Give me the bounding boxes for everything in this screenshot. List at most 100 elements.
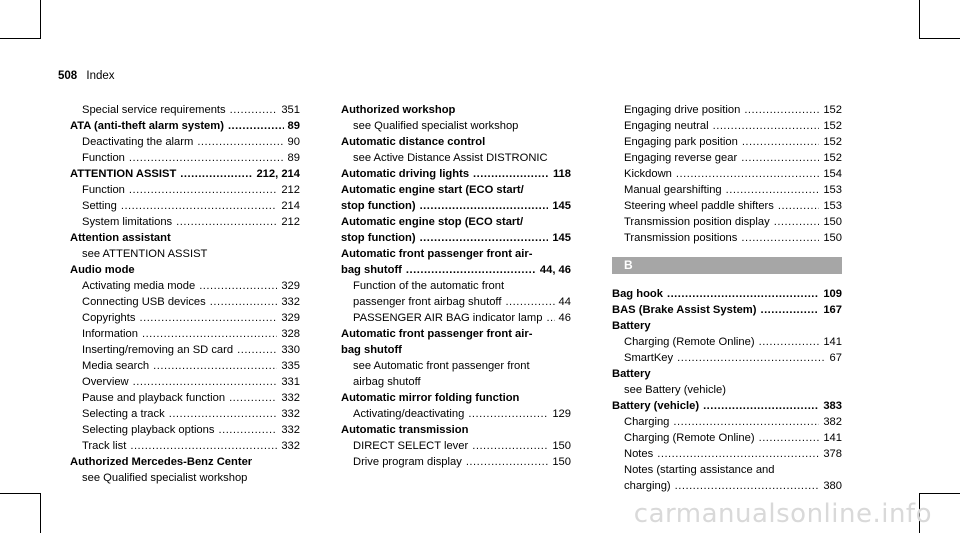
page-reference: 67 [829,352,842,364]
index-entry: Notes (starting assistance and [612,462,842,478]
entry-text: see Active Distance Assist DISTRONIC [353,152,548,164]
entry-text: passenger front airbag shutoff [353,296,502,308]
page-reference: 150 [552,456,571,468]
entry-text: Automatic transmission [341,424,469,436]
index-entry: Selecting playback options 332 [70,422,300,438]
index-entry: Battery (vehicle) 383 [612,398,842,414]
leader-dots [197,134,283,150]
section-letter: B [612,257,842,274]
index-entry: Activating media mode 329 [70,278,300,294]
entry-text: Battery [612,368,651,380]
index-entry: Copyrights 329 [70,310,300,326]
entry-text: stop function) [341,232,416,244]
page-reference: 331 [281,376,300,388]
leader-dots [726,182,820,198]
index-entry: Engaging neutral 152 [612,118,842,134]
leader-dots [199,278,277,294]
entry-text: stop function) [341,200,416,212]
page-reference: 90 [287,136,300,148]
page-reference: 330 [281,344,300,356]
entry-text: Automatic mirror folding function [341,392,520,404]
entry-text: Automatic driving lights [341,168,470,180]
page-reference: 167 [823,304,842,316]
entry-text: Steering wheel paddle shifters [624,200,774,212]
crop-mark [919,38,960,39]
index-entry: Automatic driving lights 118 [341,166,571,182]
page-reference: 46 [558,312,571,324]
entry-text: Kickdown [624,168,672,180]
leader-dots [546,310,554,326]
leader-dots [778,198,819,214]
page-reference: 332 [281,408,300,420]
page-reference: 154 [823,168,842,180]
page-reference: 44, 46 [539,264,571,276]
entry-text: Selecting a track [82,408,165,420]
page-reference: 328 [281,328,300,340]
index-entry: Engaging park position 152 [612,134,842,150]
entry-text: Copyrights [82,312,136,324]
index-column-1: Special service requirements 351 ATA (anti… [70,102,300,486]
index-entry: stop function) 145 [341,198,571,214]
crop-mark [0,493,41,494]
page-title: Index [86,70,115,82]
leader-dots [657,446,819,462]
index-entry: BAS (Brake Assist System) 167 [612,302,842,318]
page-reference: 329 [281,280,300,292]
leader-dots [774,214,820,230]
page-reference: 153 [823,184,842,196]
index-entry: Charging (Remote Online) 141 [612,430,842,446]
entry-text: Charging (Remote Online) [624,432,755,444]
index-entry: see Active Distance Assist DISTRONIC [341,150,571,166]
entry-text: Overview [82,376,129,388]
index-entry: PASSENGER AIR BAG indicator lamp 46 [341,310,571,326]
index-entry: Authorized workshop [341,102,571,118]
index-entry: ATTENTION ASSIST 212, 214 [70,166,300,182]
leader-dots [677,350,825,366]
index-entry: Battery [612,366,842,382]
page-reference: 351 [281,104,300,116]
page-reference: 332 [281,392,300,404]
leader-dots [741,150,819,166]
page-reference: 129 [552,408,571,420]
leader-dots [121,198,277,214]
entry-text: Authorized workshop [341,104,456,116]
entry-text: Automatic engine stop (ECO start/ [341,216,524,228]
index-entry: Function 212 [70,182,300,198]
leader-dots [472,438,548,454]
index-entry: Deactivating the alarm 90 [70,134,300,150]
entry-text: see Automatic front passenger front [353,360,530,372]
page-reference: 214 [281,200,300,212]
index-entry: Activating/deactivating 129 [341,406,571,422]
page-reference: 150 [823,232,842,244]
crop-mark [919,493,960,494]
leader-dots [667,286,819,302]
page-reference: 89 [287,120,300,132]
leader-dots [673,414,819,430]
index-entry: Attention assistant [70,230,300,246]
entry-text: Manual gearshifting [624,184,722,196]
page-reference: 332 [281,424,300,436]
entry-text: see Battery (vehicle) [624,384,726,396]
entry-text: Audio mode [70,264,135,276]
index-entry: bag shutoff 44, 46 [341,262,571,278]
page-reference: 332 [281,296,300,308]
entry-text: Selecting playback options [82,424,215,436]
entry-text: Authorized Mercedes-Benz Center [70,456,253,468]
entry-text: ATA (anti-theft alarm system) [70,120,224,132]
entry-text: Charging [624,416,670,428]
leader-dots [129,150,284,166]
leader-dots [742,134,820,150]
crop-mark [0,38,41,39]
index-entry: Drive program display 150 [341,454,571,470]
leader-dots [760,302,819,318]
entry-text: Track list [82,440,127,452]
index-entry: Audio mode [70,262,300,278]
leader-dots [228,118,284,134]
entry-text: PASSENGER AIR BAG indicator lamp [353,312,543,324]
crop-mark [919,493,920,533]
index-entry: Automatic engine start (ECO start/ [341,182,571,198]
entry-text: Drive program display [353,456,462,468]
leader-dots [759,430,820,446]
watermark: carmanualsonline.info [633,499,932,529]
page-reference: 141 [823,336,842,348]
